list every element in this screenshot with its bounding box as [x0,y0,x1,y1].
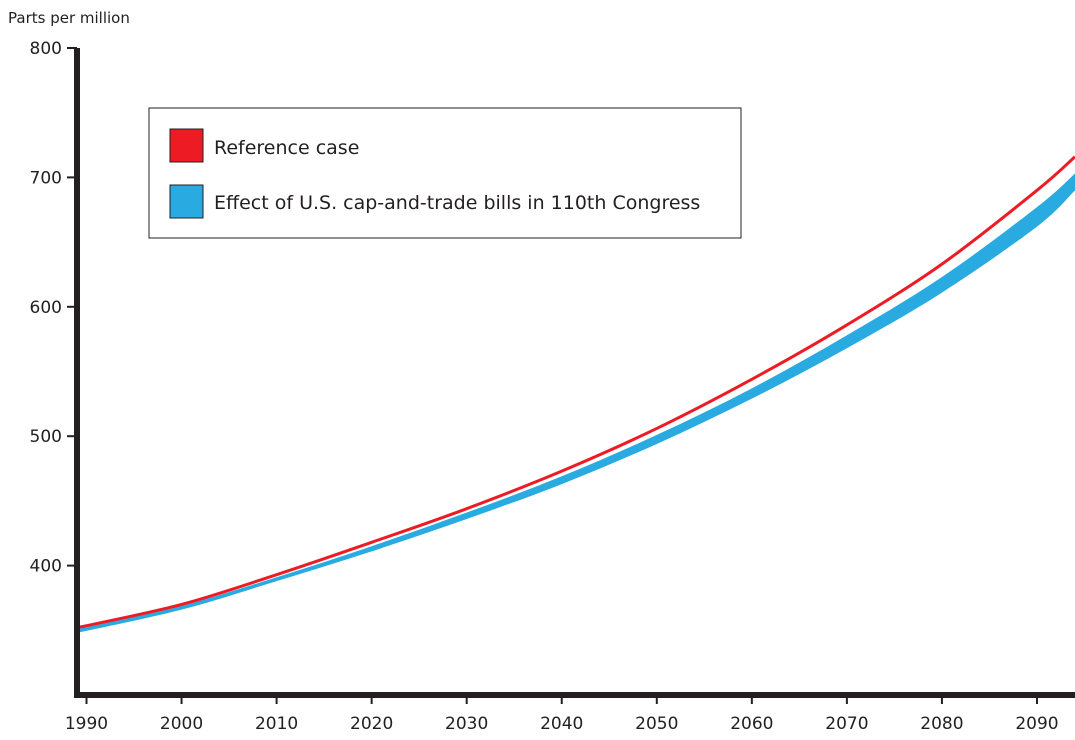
x-tick-label: 2090 [1015,714,1058,734]
series-layer [77,155,1075,633]
x-tick-group: 1990 2000 2010 2020 2030 2040 2050 2060 2070 2080… [65,695,1059,734]
x-tick-label: 2070 [825,714,868,734]
x-tick-label: 2050 [635,714,678,734]
y-tick-label: 700 [30,168,62,188]
legend-swatch-reference-case [169,128,204,163]
legend: Reference case Effect of U.S. cap-and-tr… [148,107,742,239]
x-tick-label: 2080 [920,714,963,734]
series-line-reference-case [77,155,1075,630]
y-tick-label: 500 [30,427,62,447]
legend-label-cap-and-trade: Effect of U.S. cap-and-trade bills in 11… [214,192,700,214]
series-band-cap-and-trade [77,173,1075,633]
plot-area [77,155,1075,633]
x-tick-label: 2020 [350,714,393,734]
x-tick-label: 1990 [65,714,108,734]
x-tick-label: 2060 [730,714,773,734]
x-tick-label: 2030 [445,714,488,734]
legend-swatch-cap-and-trade [169,184,204,219]
y-tick-label: 600 [30,298,62,318]
legend-box [148,107,742,239]
legend-label-reference-case: Reference case [214,137,359,159]
y-tick-label: 400 [30,557,62,577]
x-tick-label: 2000 [160,714,203,734]
y-tick-group: 400 500 600 700 800 [30,39,77,577]
y-axis-label: Parts per million [8,9,130,27]
x-tick-label: 2040 [540,714,583,734]
y-tick-label: 800 [30,39,62,59]
x-tick-label: 2010 [255,714,298,734]
